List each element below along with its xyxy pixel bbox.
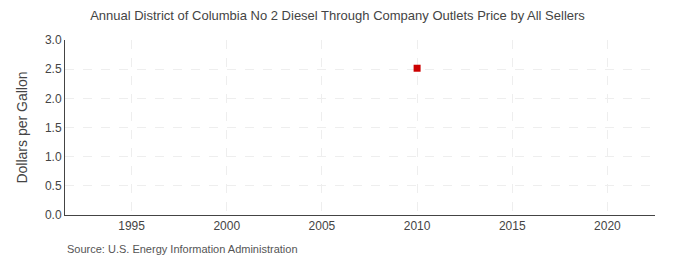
svg-text:1.5: 1.5	[45, 121, 62, 135]
svg-text:2.5: 2.5	[45, 62, 62, 76]
svg-text:2015: 2015	[499, 219, 526, 233]
svg-text:2020: 2020	[594, 219, 621, 233]
svg-text:0.0: 0.0	[45, 208, 62, 222]
svg-text:3.0: 3.0	[45, 33, 62, 47]
svg-text:2000: 2000	[213, 219, 240, 233]
svg-text:Annual District of Columbia No: Annual District of Columbia No 2 Diesel …	[90, 8, 585, 23]
svg-text:2005: 2005	[309, 219, 336, 233]
svg-text:Source: U.S. Energy Informatio: Source: U.S. Energy Information Administ…	[67, 243, 298, 255]
svg-text:2.0: 2.0	[45, 92, 62, 106]
svg-text:2010: 2010	[404, 219, 431, 233]
svg-text:1.0: 1.0	[45, 150, 62, 164]
svg-text:0.5: 0.5	[45, 179, 62, 193]
svg-text:1995: 1995	[118, 219, 145, 233]
svg-text:Dollars per Gallon: Dollars per Gallon	[14, 71, 30, 183]
